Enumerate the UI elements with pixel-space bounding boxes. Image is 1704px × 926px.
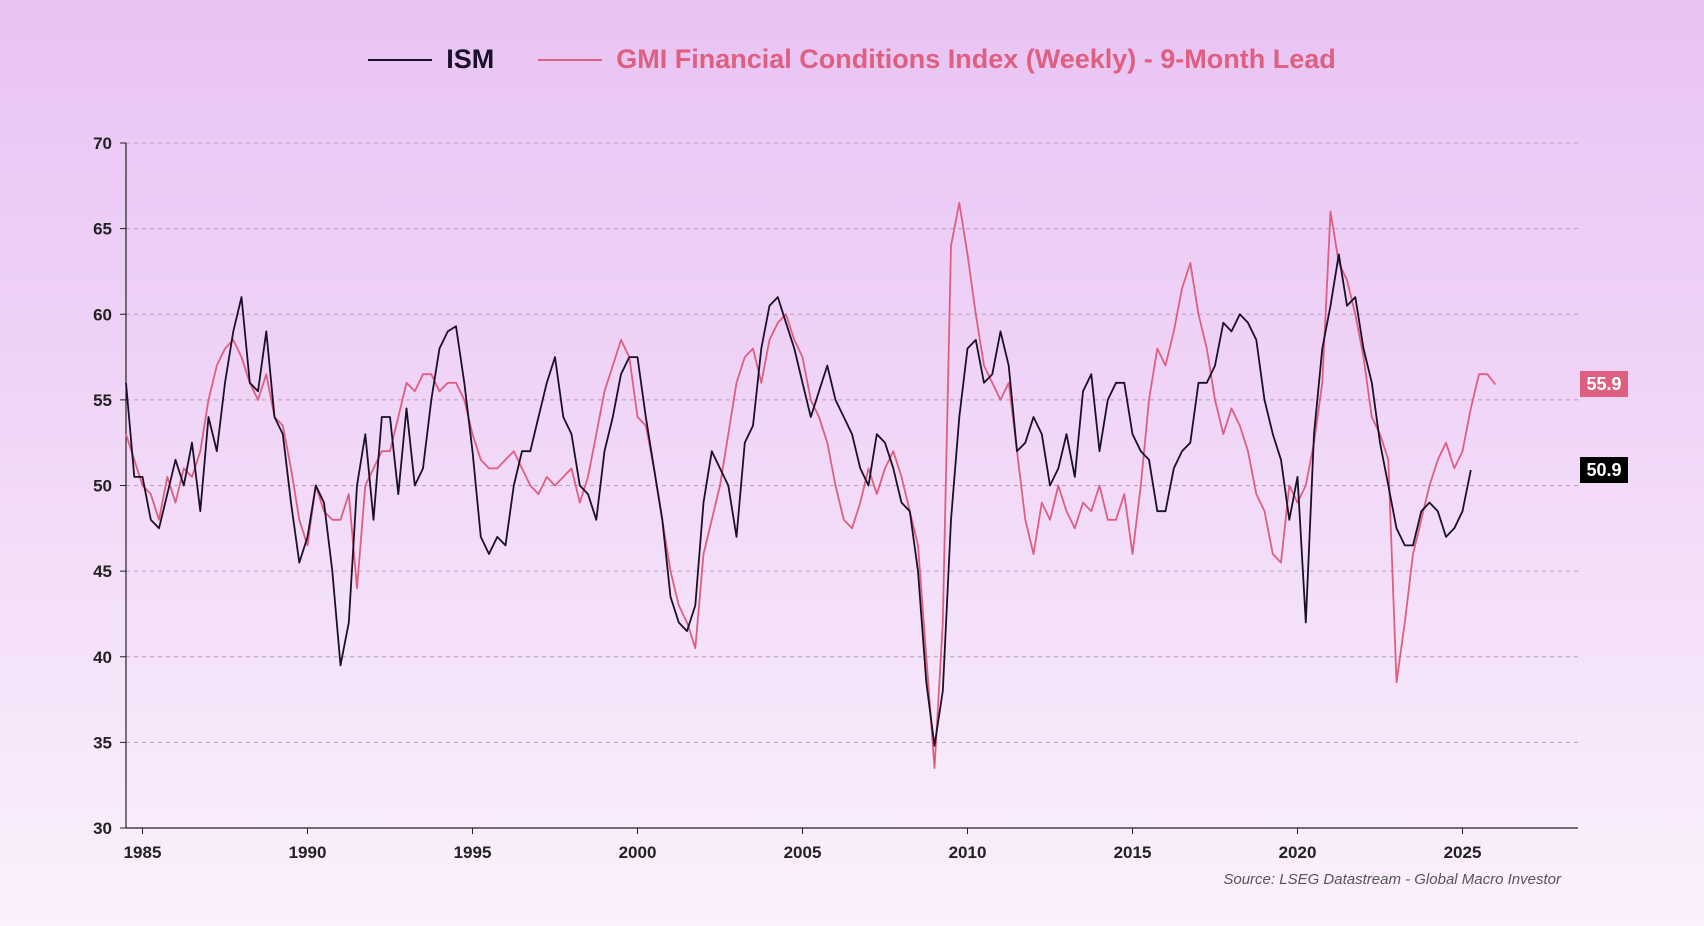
x-tick-label-2010: 2010 bbox=[949, 843, 987, 862]
y-tick-label-50: 50 bbox=[93, 477, 112, 496]
source-note: Source: LSEG Datastream - Global Macro I… bbox=[1223, 871, 1561, 888]
legend-swatch-gmi-fci bbox=[538, 58, 603, 61]
series-line-ism bbox=[125, 253, 1472, 747]
legend-label-gmi-fci: GMI Financial Conditions Index (Weekly) … bbox=[616, 44, 1336, 74]
y-tick-label-60: 60 bbox=[93, 305, 112, 324]
x-tick-label-2005: 2005 bbox=[784, 843, 822, 862]
x-tick-label-1990: 1990 bbox=[289, 843, 327, 862]
y-tick-label-70: 70 bbox=[93, 134, 112, 153]
y-tick-label-40: 40 bbox=[93, 648, 112, 667]
y-tick-label-30: 30 bbox=[93, 819, 112, 838]
legend-item-ism: ISM bbox=[368, 44, 494, 75]
ism-end-value-badge: 50.9 bbox=[1580, 457, 1628, 484]
y-tick-label-45: 45 bbox=[93, 562, 112, 581]
gmi-fci-end-value-badge: 55.9 bbox=[1580, 371, 1628, 398]
x-tick-label-2000: 2000 bbox=[619, 843, 657, 862]
x-tick-label-2015: 2015 bbox=[1114, 843, 1152, 862]
x-tick-label-1995: 1995 bbox=[454, 843, 492, 862]
series-line-gmi-fci bbox=[125, 202, 1497, 769]
legend-swatch-ism bbox=[368, 58, 433, 61]
y-tick-label-55: 55 bbox=[93, 391, 112, 410]
x-tick-label-2025: 2025 bbox=[1444, 843, 1482, 862]
legend-label-ism: ISM bbox=[446, 44, 495, 74]
legend: ISM GMI Financial Conditions Index (Week… bbox=[0, 44, 1704, 75]
legend-item-gmi-fci: GMI Financial Conditions Index (Weekly) … bbox=[538, 44, 1336, 75]
x-tick-label-1985: 1985 bbox=[124, 843, 162, 862]
y-tick-label-65: 65 bbox=[93, 220, 112, 239]
x-tick-label-2020: 2020 bbox=[1279, 843, 1317, 862]
y-tick-label-35: 35 bbox=[93, 733, 112, 752]
